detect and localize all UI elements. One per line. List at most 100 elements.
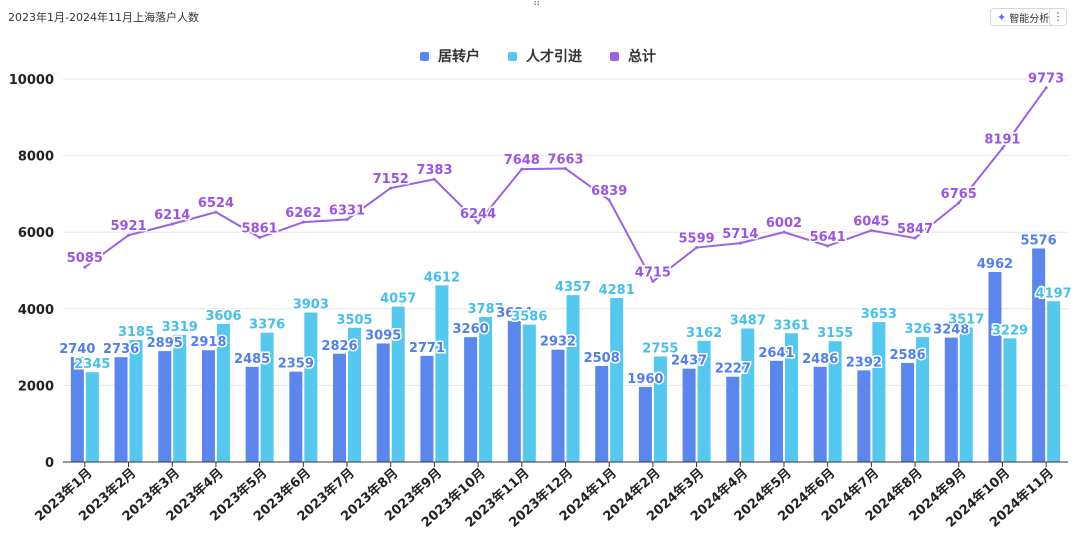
bar-rencaiyinjin	[828, 341, 842, 462]
bar-juzhuanhu	[201, 350, 215, 462]
chart-title: 2023年1月-2024年11月上海落户人数	[8, 11, 199, 24]
bar-rencaiyinjin	[916, 337, 930, 462]
data-label-total: 6214	[154, 208, 190, 223]
line-point-total	[1000, 146, 1004, 150]
legend-swatch	[420, 52, 429, 61]
bar-rencaiyinjin	[610, 298, 624, 462]
data-label-rencaiyinjin: 3787	[468, 302, 504, 317]
data-label-total: 5847	[897, 222, 933, 237]
bar-juzhuanhu	[726, 376, 740, 462]
bar-rencaiyinjin	[1003, 338, 1017, 462]
data-label-rencaiyinjin: 4612	[424, 270, 460, 285]
smart-analysis-label: 智能分析	[1009, 13, 1050, 25]
data-label-rencaiyinjin: 3229	[992, 323, 1028, 338]
bar-rencaiyinjin	[479, 316, 493, 462]
data-label-juzhuanhu: 2918	[190, 335, 226, 350]
data-label-rencaiyinjin: 3155	[817, 326, 853, 341]
line-point-total	[738, 241, 742, 245]
data-label-rencaiyinjin: 3319	[162, 320, 198, 335]
line-point-total	[83, 265, 87, 269]
line-point-total	[564, 167, 567, 171]
data-label-juzhuanhu: 1960	[627, 372, 663, 387]
data-label-juzhuanhu: 2895	[147, 336, 183, 351]
line-point-total	[869, 228, 873, 232]
bar-rencaiyinjin	[260, 332, 274, 462]
line-point-total	[695, 246, 699, 250]
line-point-total	[432, 177, 436, 181]
data-label-total: 5085	[67, 251, 103, 266]
grid-lines	[63, 78, 1068, 386]
smart-analysis-button[interactable]: ✦ 智能分析	[990, 8, 1057, 26]
chart-header: 2023年1月-2024年11月上海落户人数 ⠿ ✦ 智能分析 ⋮	[0, 0, 1080, 30]
data-label-juzhuanhu: 3248	[933, 323, 969, 338]
data-label-total: 7152	[373, 172, 409, 187]
data-label-juzhuanhu: 2826	[321, 339, 357, 354]
bar-juzhuanhu	[507, 320, 521, 462]
data-label-rencaiyinjin: 3517	[948, 312, 984, 327]
bar-juzhuanhu	[420, 355, 434, 462]
data-label-juzhuanhu: 2740	[59, 342, 95, 357]
bar-juzhuanhu	[333, 353, 347, 462]
data-label-juzhuanhu: 2227	[715, 362, 751, 377]
legend-swatch	[508, 52, 517, 61]
data-label-juzhuanhu: 2508	[584, 351, 620, 366]
data-label-total: 5599	[678, 232, 714, 247]
bar-juzhuanhu	[114, 357, 128, 462]
data-label-juzhuanhu: 2485	[234, 352, 270, 367]
bar-juzhuanhu	[813, 366, 827, 462]
bar-rencaiyinjin	[348, 327, 362, 462]
data-label-juzhuanhu: 3260	[453, 322, 489, 337]
sparkle-icon: ✦	[997, 10, 1007, 24]
line-point-total	[607, 198, 611, 202]
data-label-total: 5641	[810, 230, 846, 245]
y-tick-label: 2000	[18, 379, 54, 394]
bar-rencaiyinjin	[435, 285, 449, 462]
data-label-rencaiyinjin: 3903	[293, 298, 329, 313]
y-tick-label: 8000	[18, 150, 54, 165]
data-label-rencaiyinjin: 3376	[249, 318, 285, 333]
data-label-rencaiyinjin: 3487	[730, 313, 766, 328]
more-options-button[interactable]: ⋮	[1049, 8, 1067, 26]
line-point-total	[389, 186, 393, 190]
line-point-total	[913, 236, 917, 240]
data-label-total: 6839	[591, 184, 627, 199]
data-label-juzhuanhu: 3095	[365, 328, 401, 343]
legend-label: 居转户	[438, 48, 480, 65]
data-label-rencaiyinjin: 4357	[555, 280, 591, 295]
data-label-total: 7648	[504, 153, 540, 168]
data-label-total: 7383	[416, 163, 452, 178]
bar-juzhuanhu	[289, 371, 303, 462]
data-label-juzhuanhu: 3684	[496, 306, 532, 321]
bar-juzhuanhu	[158, 351, 172, 462]
data-label-juzhuanhu: 4962	[977, 257, 1013, 272]
data-label-rencaiyinjin: 3162	[686, 326, 722, 341]
data-label-total: 6045	[853, 214, 889, 229]
total-line	[83, 86, 1048, 283]
bar-juzhuanhu	[682, 368, 696, 462]
line-point-total	[476, 221, 480, 225]
legend-label: 人才引进	[526, 48, 582, 65]
data-label-total: 6765	[941, 187, 977, 202]
y-tick-label: 6000	[18, 226, 54, 241]
drag-handle-icon[interactable]: ⠿	[533, 0, 540, 9]
data-label-juzhuanhu: 2392	[846, 355, 882, 370]
bar-rencaiyinjin	[304, 312, 318, 462]
line-point-total	[1044, 86, 1048, 90]
line-point-total	[651, 279, 655, 283]
legend: 居转户 人才引进 总计	[420, 48, 656, 65]
bar-rencaiyinjin	[566, 295, 580, 462]
data-label-total: 6262	[285, 206, 321, 221]
data-label-rencaiyinjin: 3606	[205, 309, 241, 324]
bar-juzhuanhu	[376, 343, 390, 462]
y-tick-label: 0	[45, 456, 54, 471]
bar-rencaiyinjin	[129, 340, 143, 462]
data-label-rencaiyinjin: 3586	[511, 310, 547, 325]
data-label-juzhuanhu: 2437	[671, 354, 707, 369]
data-label-total: 6331	[329, 204, 365, 219]
bar-rencaiyinjin	[85, 372, 99, 462]
line-point-total	[345, 218, 349, 222]
bar-rencaiyinjin	[697, 340, 711, 462]
data-label-rencaiyinjin: 3361	[773, 318, 809, 333]
data-label-total: 9773	[1028, 72, 1064, 87]
data-label-juzhuanhu: 2771	[409, 341, 445, 356]
